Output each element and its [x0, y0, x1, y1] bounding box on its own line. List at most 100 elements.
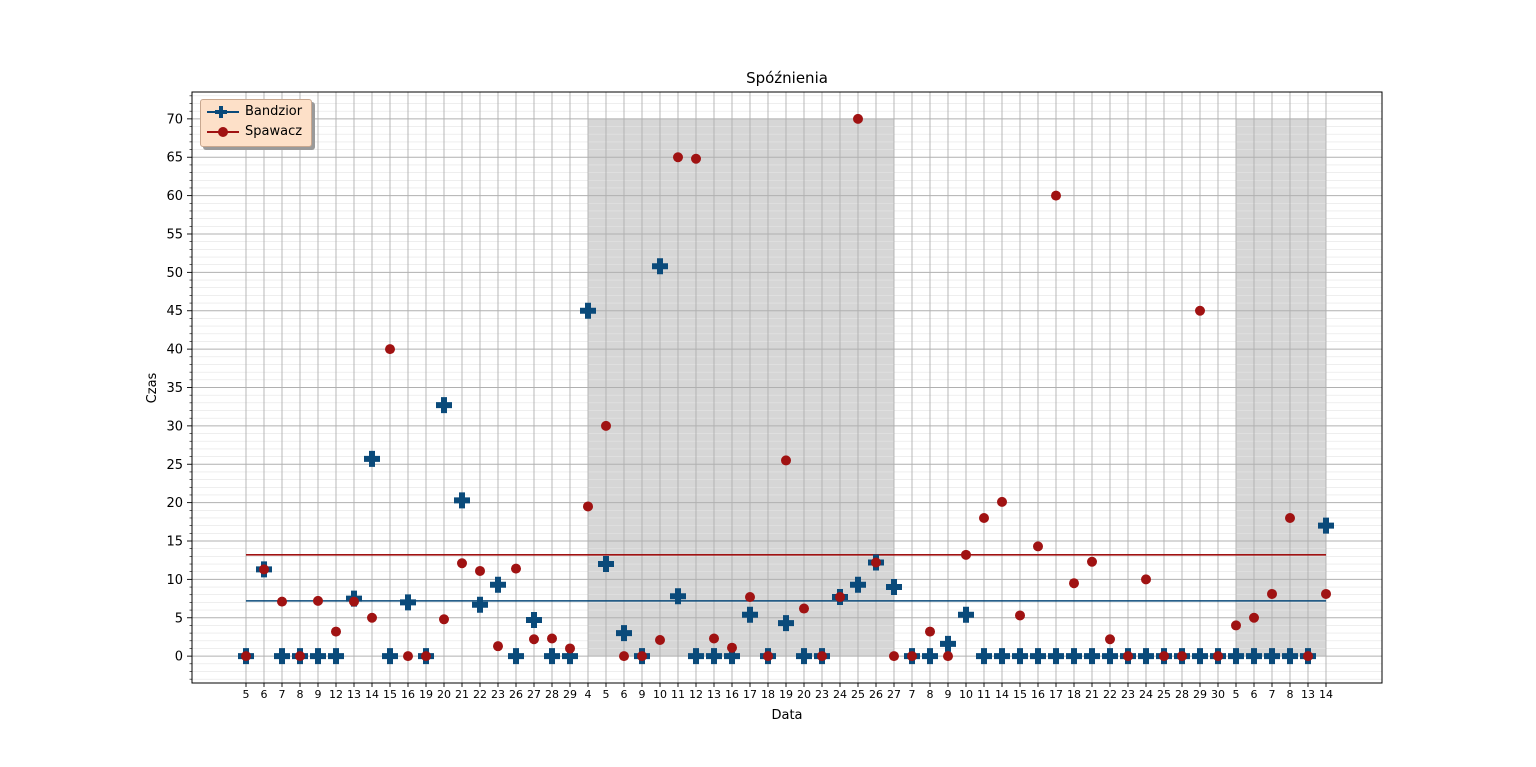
- data-point-bandzior: [1228, 648, 1244, 665]
- data-point-spawacz: [871, 557, 881, 568]
- y-tick-label: 55: [166, 227, 183, 242]
- x-tick-label: 16: [401, 688, 415, 701]
- x-tick-label: 19: [779, 688, 793, 701]
- x-tick-label: 24: [1139, 688, 1153, 701]
- data-point-spawacz: [1231, 620, 1241, 631]
- data-point-bandzior: [436, 397, 452, 414]
- data-point-bandzior: [1192, 648, 1208, 665]
- data-point-bandzior: [886, 579, 902, 596]
- data-point-bandzior: [1264, 648, 1280, 665]
- series-spawacz: [241, 113, 1331, 662]
- x-axis: 5 6 7 8 9 12 13 14 15 16 19 20 21 22 23 26 27 28 29 4 5 6 9 10 1…: [243, 683, 1333, 701]
- data-point-spawacz: [709, 633, 719, 644]
- data-point-spawacz: [475, 565, 485, 576]
- data-point-spawacz: [691, 153, 701, 164]
- legend-label-spawacz: Spawacz: [245, 124, 303, 139]
- data-point-spawacz: [1069, 578, 1079, 589]
- legend-item-bandzior: Bandzior: [201, 102, 311, 122]
- x-tick-label: 13: [707, 688, 721, 701]
- x-tick-label: 10: [959, 688, 973, 701]
- x-tick-label: 27: [527, 688, 541, 701]
- data-point-spawacz: [655, 635, 665, 646]
- x-tick-label: 14: [995, 688, 1009, 701]
- data-point-bandzior: [922, 648, 938, 665]
- data-point-bandzior: [796, 648, 812, 665]
- data-point-bandzior: [382, 648, 398, 665]
- data-point-spawacz: [565, 643, 575, 654]
- data-point-spawacz: [259, 564, 269, 575]
- data-point-bandzior: [1138, 648, 1154, 665]
- x-tick-label: 7: [909, 688, 916, 701]
- data-point-bandzior: [1012, 648, 1028, 665]
- data-point-spawacz: [835, 592, 845, 603]
- data-point-spawacz: [817, 651, 827, 662]
- x-tick-label: 17: [1049, 688, 1063, 701]
- data-point-bandzior: [958, 606, 974, 623]
- data-point-spawacz: [349, 596, 359, 607]
- y-tick-label: 70: [166, 112, 183, 127]
- data-point-spawacz: [529, 634, 539, 645]
- data-point-spawacz: [421, 651, 431, 662]
- data-point-spawacz: [313, 595, 323, 606]
- data-point-spawacz: [547, 633, 557, 644]
- data-point-spawacz: [1051, 190, 1061, 201]
- data-point-spawacz: [601, 420, 611, 431]
- data-point-spawacz: [1249, 612, 1259, 623]
- x-tick-label: 7: [279, 688, 286, 701]
- data-point-bandzior: [724, 648, 740, 665]
- data-point-spawacz: [439, 614, 449, 625]
- data-point-spawacz: [295, 651, 305, 662]
- data-point-bandzior: [670, 588, 686, 605]
- x-tick-label: 18: [1067, 688, 1081, 701]
- x-tick-label: 13: [1301, 688, 1315, 701]
- x-tick-label: 6: [261, 688, 268, 701]
- data-point-spawacz: [511, 563, 521, 574]
- data-point-bandzior: [508, 648, 524, 665]
- data-point-spawacz: [1177, 651, 1187, 662]
- y-tick-label: 50: [166, 266, 183, 281]
- x-tick-label: 27: [887, 688, 901, 701]
- x-tick-label: 30: [1211, 688, 1225, 701]
- y-tick-label: 35: [166, 381, 183, 396]
- y-axis-label: Czas: [145, 372, 160, 403]
- x-tick-label: 28: [1175, 688, 1189, 701]
- x-tick-label: 10: [653, 688, 667, 701]
- data-point-bandzior: [526, 612, 542, 629]
- data-point-spawacz: [907, 651, 917, 662]
- x-tick-label: 21: [1085, 688, 1099, 701]
- x-tick-label: 11: [671, 688, 685, 701]
- x-tick-label: 28: [545, 688, 559, 701]
- chart-title: Spóźnienia: [746, 69, 828, 87]
- legend-label-bandzior: Bandzior: [245, 104, 303, 119]
- x-tick-label: 9: [639, 688, 646, 701]
- x-tick-label: 23: [1121, 688, 1135, 701]
- data-point-bandzior: [400, 594, 416, 611]
- x-tick-label: 17: [743, 688, 757, 701]
- data-point-bandzior: [1084, 648, 1100, 665]
- data-point-bandzior: [544, 648, 560, 665]
- data-point-spawacz: [853, 113, 863, 124]
- legend-marker-bandzior: [207, 106, 239, 118]
- y-tick-label: 25: [166, 458, 183, 473]
- x-tick-label: 12: [689, 688, 703, 701]
- x-tick-label: 8: [1287, 688, 1294, 701]
- x-tick-label: 20: [797, 688, 811, 701]
- data-point-spawacz: [619, 651, 629, 662]
- data-point-bandzior: [706, 648, 722, 665]
- x-tick-label: 9: [945, 688, 952, 701]
- data-point-bandzior: [472, 596, 488, 613]
- x-tick-label: 8: [297, 688, 304, 701]
- data-point-spawacz: [889, 651, 899, 662]
- data-point-spawacz: [1303, 651, 1313, 662]
- x-tick-label: 22: [473, 688, 487, 701]
- data-point-bandzior: [1102, 648, 1118, 665]
- data-point-bandzior: [454, 492, 470, 509]
- y-tick-label: 10: [166, 573, 183, 588]
- data-point-spawacz: [781, 455, 791, 466]
- mean-lines: [246, 554, 1326, 602]
- x-tick-label: 13: [347, 688, 361, 701]
- data-point-spawacz: [1123, 651, 1133, 662]
- data-point-spawacz: [1159, 651, 1169, 662]
- y-tick-label: 65: [166, 151, 183, 166]
- data-point-spawacz: [961, 549, 971, 560]
